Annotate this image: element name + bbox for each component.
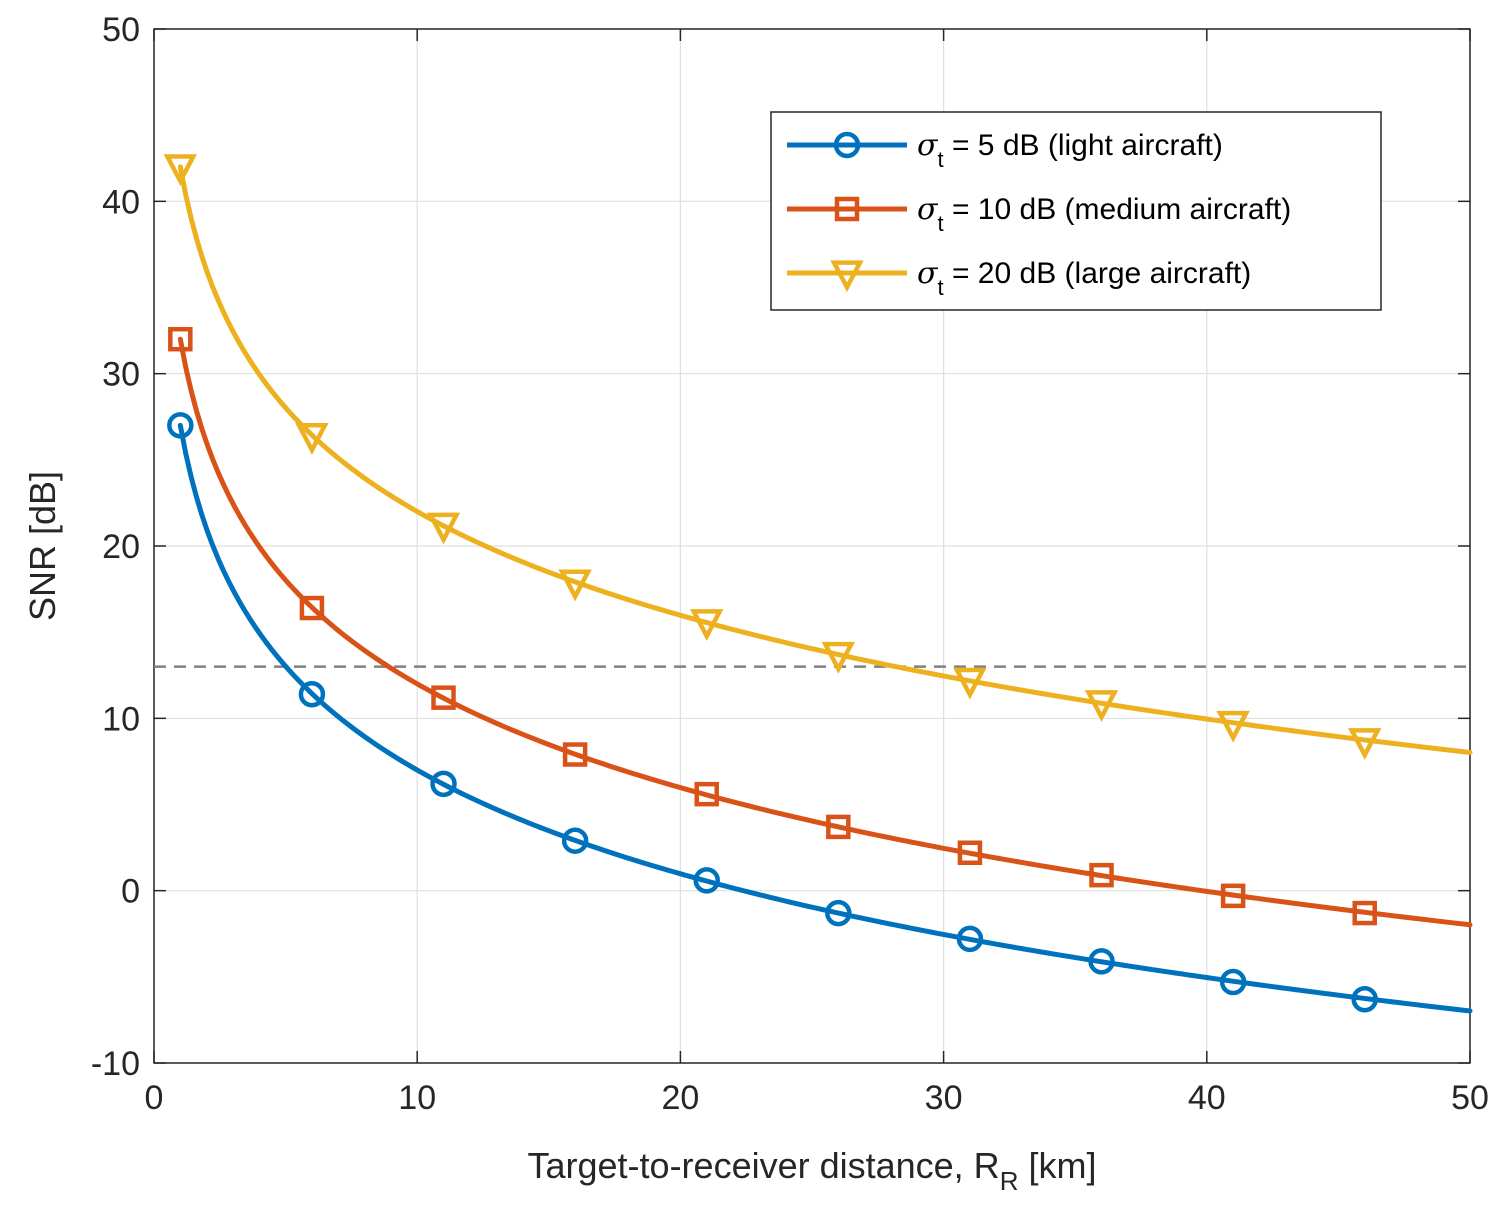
data-point-marker	[1351, 985, 1378, 1013]
legend-sigma-subscript: t	[937, 275, 943, 300]
data-point-marker	[1088, 948, 1115, 975]
legend-sigma-symbol: σ	[917, 256, 939, 291]
y-tick-label: 0	[121, 873, 140, 911]
data-point-marker	[826, 814, 851, 840]
legend-label: σt = 5 dB (light aircraft)	[917, 128, 1223, 172]
legend-label-text: = 5 dB (light aircraft)	[944, 129, 1223, 162]
x-tick-label: 50	[1451, 1079, 1489, 1117]
data-point-marker	[1216, 710, 1250, 743]
x-tick-label: 10	[398, 1079, 436, 1117]
y-tick-label: 40	[102, 183, 140, 221]
legend-label: σt = 10 dB (medium aircraft)	[917, 192, 1291, 236]
series-line	[177, 422, 1473, 1014]
data-point-marker	[558, 569, 592, 602]
x-axis-label-subscript: R	[1000, 1166, 1019, 1196]
data-point-marker	[167, 412, 194, 439]
data-point-marker	[168, 326, 193, 352]
legend-sigma-symbol: σ	[917, 192, 939, 227]
data-point-marker	[430, 770, 457, 798]
series-triangle-down	[163, 154, 1473, 760]
data-point-marker	[163, 154, 198, 186]
data-point-marker	[1219, 968, 1247, 996]
data-point-marker	[295, 423, 329, 455]
legend-marker	[833, 131, 861, 159]
data-point-marker	[431, 685, 456, 710]
data-point-marker	[1352, 900, 1377, 926]
data-point-marker	[953, 667, 987, 700]
data-point-marker	[562, 742, 588, 767]
data-point-marker	[957, 840, 983, 866]
data-point-marker	[693, 867, 720, 894]
y-tick-label: -10	[91, 1045, 140, 1083]
legend-marker	[834, 196, 860, 222]
series-square	[168, 326, 1473, 928]
data-point-marker	[694, 781, 719, 807]
legend-label: σt = 20 dB (large aircraft)	[917, 256, 1251, 300]
series-line	[177, 336, 1473, 928]
legend-marker	[830, 260, 864, 293]
data-point-marker	[298, 680, 326, 708]
x-axis-label-unit	[1018, 1145, 1028, 1186]
legend-label-text: = 20 dB (large aircraft)	[944, 257, 1252, 290]
legend-sigma-subscript: t	[937, 211, 943, 236]
x-axis-label-main: Target-to-receiver distance, R	[528, 1145, 1000, 1186]
y-tick-label: 20	[102, 528, 140, 566]
data-point-marker	[1347, 728, 1382, 760]
data-point-marker	[956, 925, 984, 953]
data-point-marker	[426, 512, 461, 545]
x-tick-label: 40	[1188, 1079, 1226, 1117]
data-point-marker	[1089, 862, 1114, 888]
x-tick-label: 20	[661, 1079, 699, 1117]
x-tick-label: 30	[925, 1079, 963, 1117]
legend-sigma-symbol: σ	[917, 128, 939, 163]
data-point-marker	[1084, 690, 1119, 722]
legend-sigma-subscript: t	[937, 147, 943, 172]
data-point-marker	[1220, 883, 1246, 909]
y-tick-label: 10	[102, 700, 140, 738]
series-layer	[163, 154, 1473, 1014]
series-line	[177, 164, 1473, 755]
data-point-marker	[689, 609, 724, 641]
data-point-marker	[825, 899, 852, 927]
grid	[153, 28, 1471, 1064]
x-tick-label: 0	[145, 1079, 164, 1117]
y-tick-label: 50	[102, 11, 140, 49]
data-point-marker	[299, 595, 325, 621]
legend-label-text: = 10 dB (medium aircraft)	[944, 193, 1292, 226]
data-point-marker	[821, 641, 856, 674]
x-axis-label: Target-to-receiver distance, RR [km]	[528, 1145, 1097, 1196]
x-axis-label-unit-text: [km]	[1028, 1145, 1096, 1186]
legend: σt = 5 dB (light aircraft)σt = 10 dB (me…	[770, 111, 1382, 311]
y-tick-label: 30	[102, 356, 140, 394]
data-point-marker	[561, 827, 589, 854]
y-axis-label: SNR [dB]	[22, 471, 63, 621]
series-circle	[167, 412, 1473, 1014]
